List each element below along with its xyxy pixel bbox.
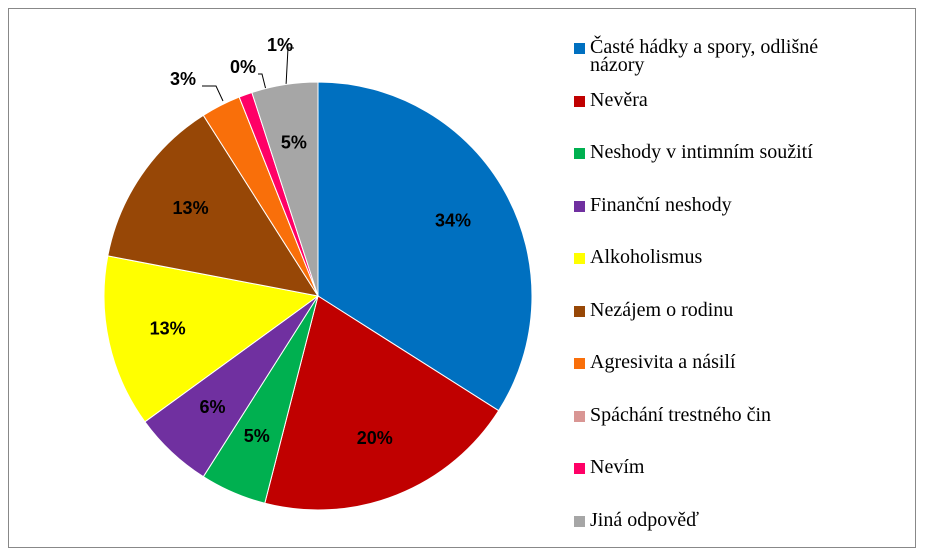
data-label: 13% xyxy=(173,198,209,218)
legend-label: Neshody v intimním soužití xyxy=(590,141,813,163)
legend-label: Jiná odpověď xyxy=(590,508,700,531)
data-label: 6% xyxy=(200,397,226,417)
data-label: 1% xyxy=(267,35,293,55)
pie-slice xyxy=(103,255,320,423)
legend-swatch xyxy=(574,515,585,527)
pie-slice xyxy=(251,81,319,297)
data-label: 3% xyxy=(170,69,196,89)
legend-label: Spáchání trestného čin xyxy=(590,403,772,426)
chart-frame xyxy=(8,8,916,548)
legend-label: Nevím xyxy=(590,456,645,478)
data-label: 0% xyxy=(230,57,256,77)
legend-swatch xyxy=(574,43,585,54)
legend-swatch xyxy=(574,95,585,107)
legend-swatch xyxy=(574,463,585,474)
data-label: 34% xyxy=(435,211,471,231)
legend-swatch xyxy=(574,358,585,369)
data-label: 5% xyxy=(244,426,270,446)
data-label: 13% xyxy=(150,318,186,338)
data-label: 5% xyxy=(281,133,307,153)
pie-slice xyxy=(107,114,320,297)
data-label: 20% xyxy=(357,428,393,448)
legend-swatch xyxy=(574,200,585,212)
legend-swatch xyxy=(574,410,585,422)
legend-label: Alkoholismus xyxy=(590,246,703,268)
legend-label: Finanční neshody xyxy=(590,193,732,216)
legend-label: Časté hádky a spory, odlišné názory xyxy=(590,36,819,76)
leader-line xyxy=(258,73,267,91)
legend-swatch xyxy=(574,148,585,159)
legend-swatch xyxy=(574,305,585,317)
pie-slice xyxy=(317,81,533,412)
legend-label: Agresivita a násilí xyxy=(590,351,736,373)
pie-slice xyxy=(264,295,500,511)
legend-label: Nevěra xyxy=(590,88,648,111)
legend-swatch xyxy=(574,253,585,264)
legend-label: Nezájem o rodinu xyxy=(590,298,734,321)
leader-line xyxy=(202,85,224,102)
leader-line xyxy=(285,47,294,87)
